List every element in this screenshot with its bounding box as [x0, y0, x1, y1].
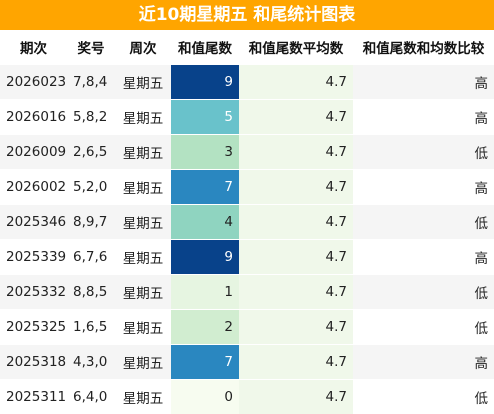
- compare-cell: 低: [353, 205, 494, 240]
- header-weekday: 周次: [115, 30, 171, 65]
- sum-tail-cell: 0: [171, 380, 239, 414]
- numbers-cell: 5,2,0: [67, 170, 115, 205]
- numbers-cell: 2,6,5: [67, 135, 115, 170]
- average-cell: 4.7: [239, 170, 353, 205]
- issue-cell: 2025311: [0, 380, 67, 414]
- weekday-cell: 星期五: [115, 100, 171, 135]
- compare-cell: 低: [353, 275, 494, 310]
- numbers-cell: 4,3,0: [67, 345, 115, 380]
- compare-cell: 低: [353, 310, 494, 345]
- average-cell: 4.7: [239, 240, 353, 275]
- sum-tail-cell: 4: [171, 205, 239, 240]
- numbers-cell: 5,8,2: [67, 100, 115, 135]
- table-header-row: 期次 奖号 周次 和值尾数 和值尾数平均数 和值尾数和均数比较: [0, 30, 494, 65]
- numbers-cell: 7,8,4: [67, 65, 115, 100]
- header-sum-tail-average: 和值尾数平均数: [239, 30, 353, 65]
- average-cell: 4.7: [239, 275, 353, 310]
- average-cell: 4.7: [239, 135, 353, 170]
- average-cell: 4.7: [239, 345, 353, 380]
- compare-cell: 高: [353, 240, 494, 275]
- compare-cell: 高: [353, 100, 494, 135]
- sum-tail-cell: 9: [171, 65, 239, 100]
- average-cell: 4.7: [239, 310, 353, 345]
- issue-cell: 2025346: [0, 205, 67, 240]
- weekday-cell: 星期五: [115, 380, 171, 414]
- numbers-cell: 8,9,7: [67, 205, 115, 240]
- header-sum-tail: 和值尾数: [171, 30, 239, 65]
- weekday-cell: 星期五: [115, 240, 171, 275]
- compare-cell: 低: [353, 380, 494, 414]
- sum-tail-cell: 7: [171, 170, 239, 205]
- sum-tail-cell: 7: [171, 345, 239, 380]
- numbers-cell: 6,4,0: [67, 380, 115, 414]
- numbers-cell: 1,6,5: [67, 310, 115, 345]
- sum-tail-cell: 3: [171, 135, 239, 170]
- issue-cell: 2025318: [0, 345, 67, 380]
- compare-cell: 低: [353, 135, 494, 170]
- sum-tail-cell: 5: [171, 100, 239, 135]
- issue-cell: 2026023: [0, 65, 67, 100]
- average-cell: 4.7: [239, 205, 353, 240]
- compare-cell: 高: [353, 65, 494, 100]
- average-cell: 4.7: [239, 380, 353, 414]
- compare-cell: 高: [353, 345, 494, 380]
- header-issue: 期次: [0, 30, 67, 65]
- issue-cell: 2026016: [0, 100, 67, 135]
- weekday-cell: 星期五: [115, 135, 171, 170]
- numbers-cell: 6,7,6: [67, 240, 115, 275]
- weekday-cell: 星期五: [115, 345, 171, 380]
- sum-tail-cell: 1: [171, 275, 239, 310]
- weekday-cell: 星期五: [115, 310, 171, 345]
- weekday-cell: 星期五: [115, 170, 171, 205]
- compare-cell: 高: [353, 170, 494, 205]
- issue-cell: 2026009: [0, 135, 67, 170]
- numbers-cell: 8,8,5: [67, 275, 115, 310]
- issue-cell: 2025325: [0, 310, 67, 345]
- page-title: 近10期星期五 和尾统计图表: [0, 0, 494, 30]
- sum-tail-cell: 2: [171, 310, 239, 345]
- header-numbers: 奖号: [67, 30, 115, 65]
- average-cell: 4.7: [239, 100, 353, 135]
- header-compare: 和值尾数和均数比较: [353, 30, 494, 65]
- issue-cell: 2025332: [0, 275, 67, 310]
- average-cell: 4.7: [239, 65, 353, 100]
- weekday-cell: 星期五: [115, 205, 171, 240]
- weekday-cell: 星期五: [115, 65, 171, 100]
- issue-cell: 2025339: [0, 240, 67, 275]
- sum-tail-cell: 9: [171, 240, 239, 275]
- issue-cell: 2026002: [0, 170, 67, 205]
- weekday-cell: 星期五: [115, 275, 171, 310]
